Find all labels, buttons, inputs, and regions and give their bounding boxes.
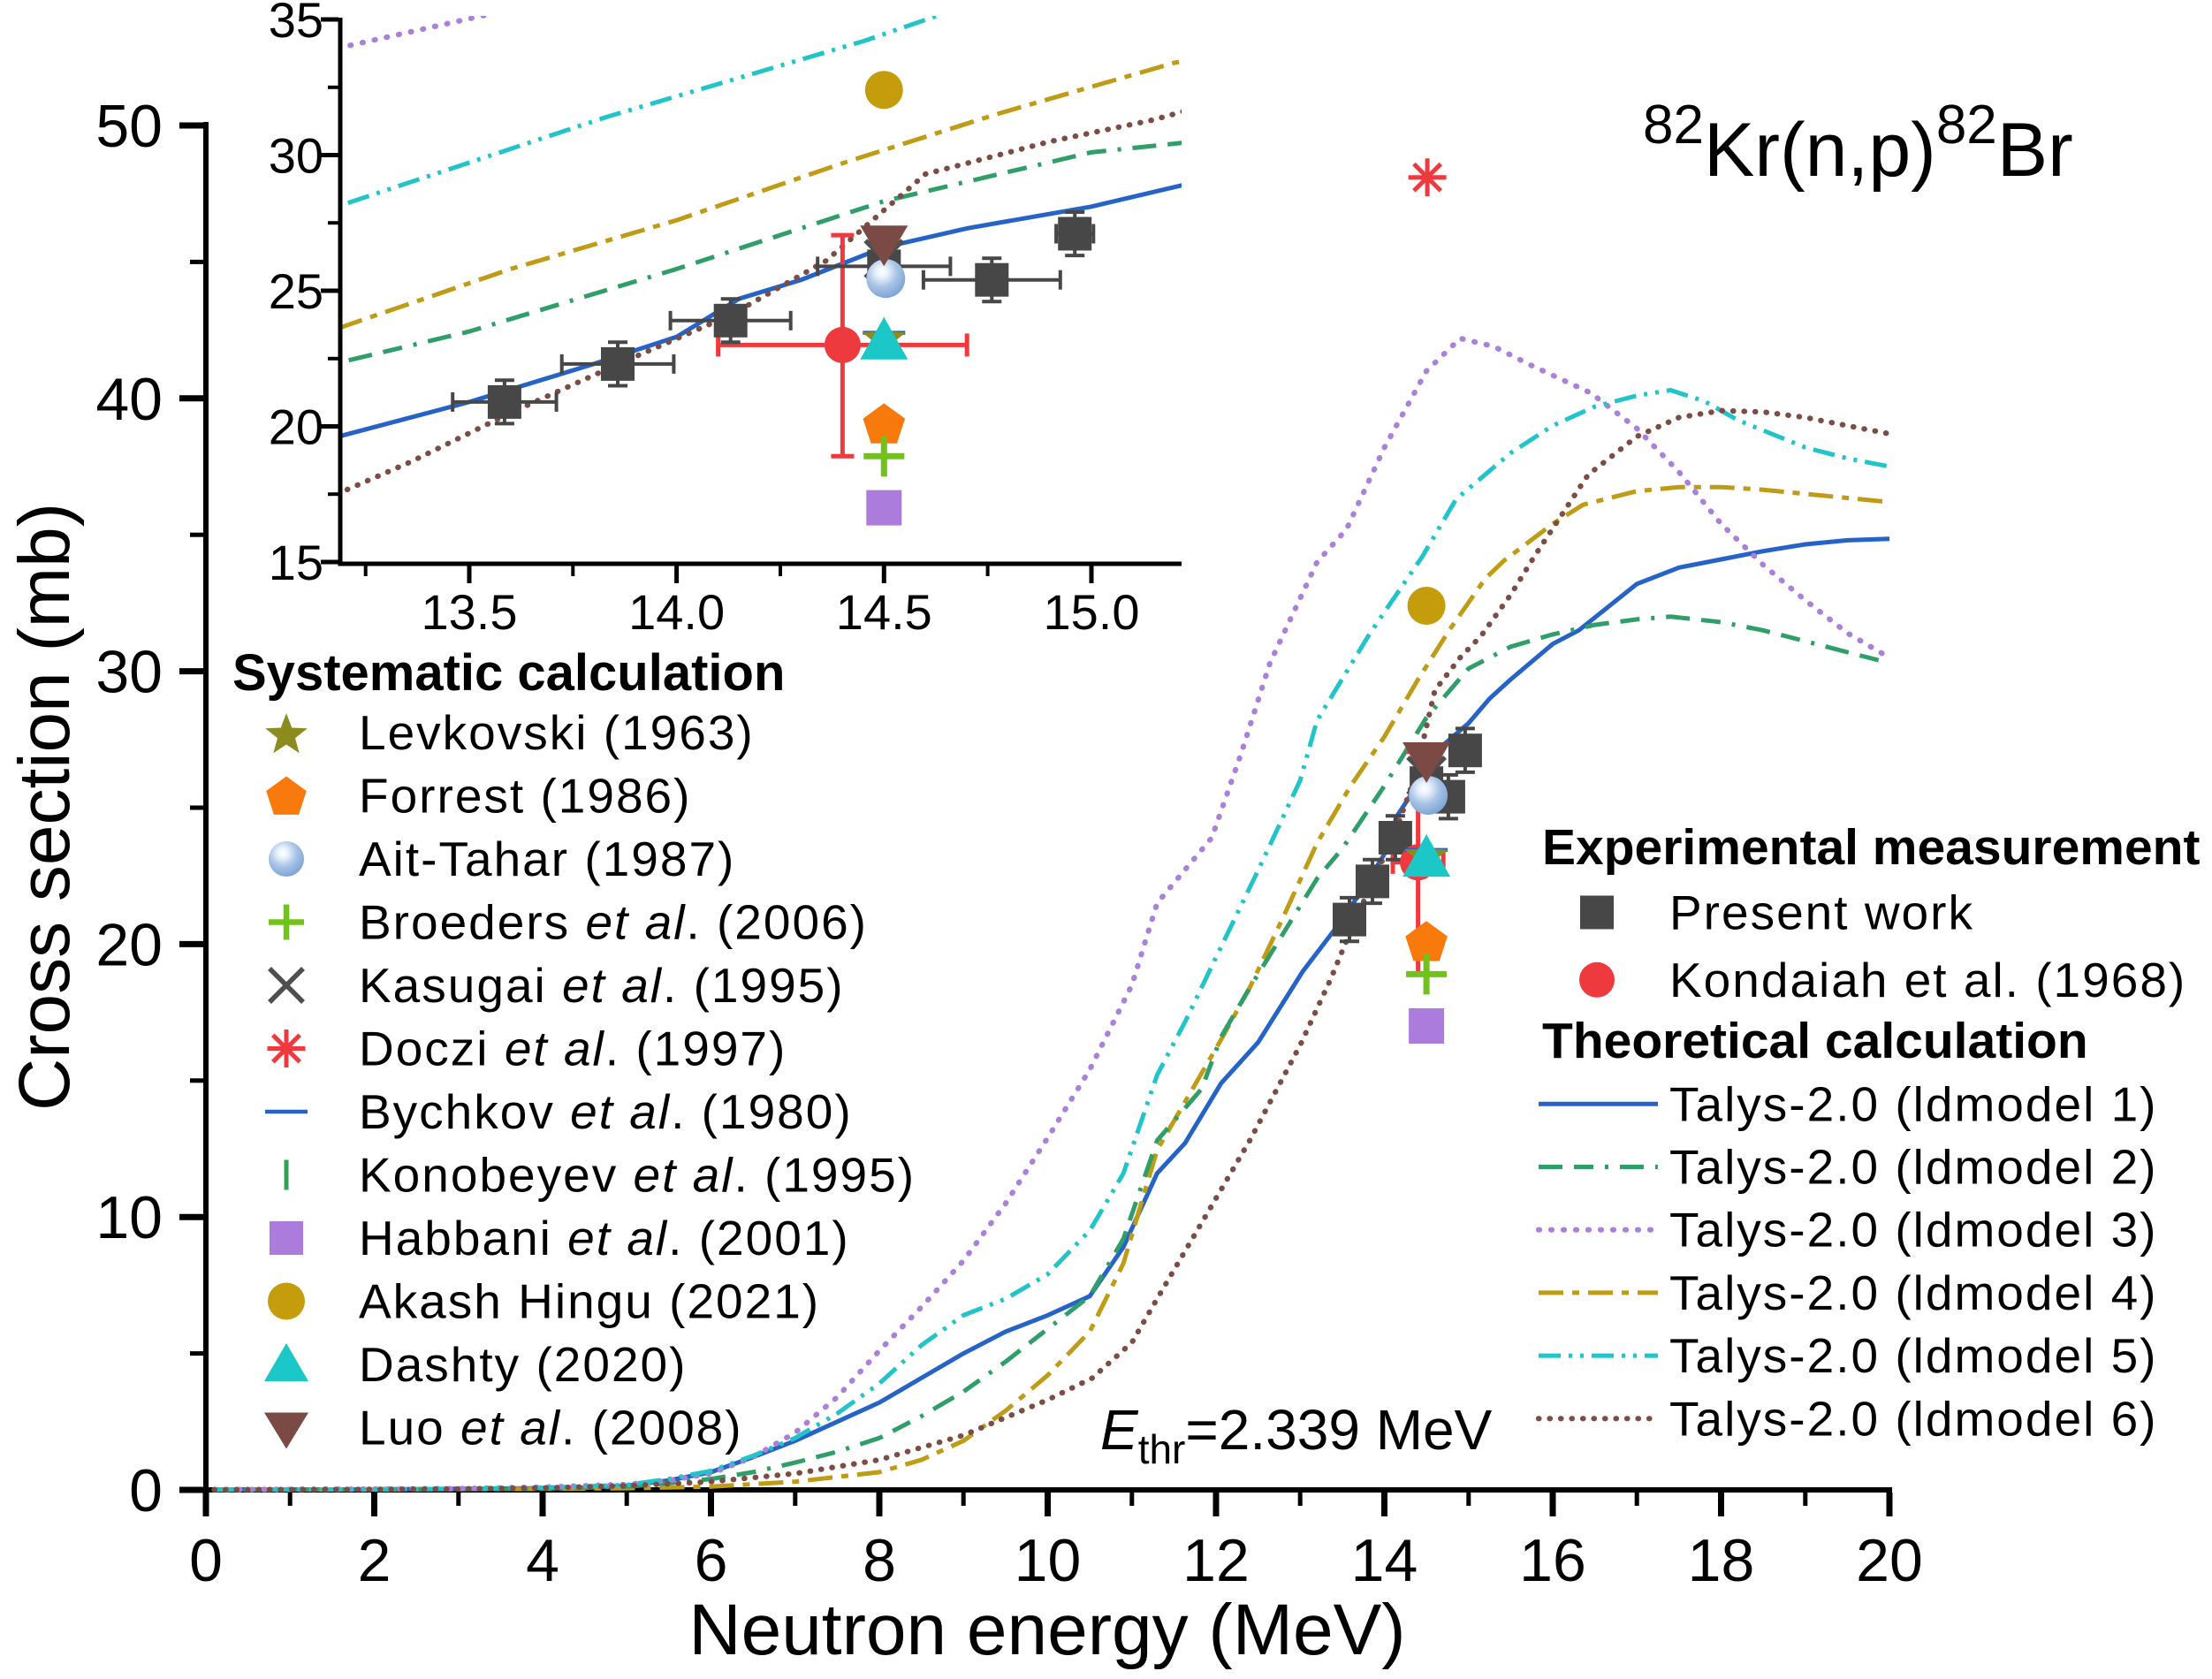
svg-text:Forrest (1986): Forrest (1986) bbox=[359, 769, 691, 824]
svg-text:18: 18 bbox=[1688, 1527, 1755, 1594]
svg-text:Kasugai et al. (1995): Kasugai et al. (1995) bbox=[359, 958, 845, 1013]
svg-text:Talys-2.0 (ldmodel 2): Talys-2.0 (ldmodel 2) bbox=[1669, 1140, 2157, 1195]
svg-text:Habbani et al. (2001): Habbani et al. (2001) bbox=[359, 1211, 850, 1265]
svg-text:14: 14 bbox=[1351, 1527, 1418, 1594]
svg-text:6: 6 bbox=[695, 1527, 728, 1594]
svg-text:Kondaiah et al. (1968): Kondaiah et al. (1968) bbox=[1669, 953, 2186, 1007]
svg-text:0: 0 bbox=[189, 1527, 223, 1594]
svg-text:30: 30 bbox=[269, 128, 323, 184]
svg-text:10: 10 bbox=[1015, 1527, 1082, 1594]
svg-text:20: 20 bbox=[95, 911, 163, 978]
svg-text:0: 0 bbox=[129, 1457, 163, 1524]
svg-text:14.0: 14.0 bbox=[628, 584, 725, 640]
svg-text:2: 2 bbox=[358, 1527, 391, 1594]
svg-text:Talys-2.0 (ldmodel 1): Talys-2.0 (ldmodel 1) bbox=[1669, 1076, 2157, 1131]
svg-text:Talys-2.0 (ldmodel 4): Talys-2.0 (ldmodel 4) bbox=[1669, 1265, 2157, 1320]
svg-text:Theoretical calculation: Theoretical calculation bbox=[1542, 1013, 2088, 1069]
svg-text:50: 50 bbox=[95, 93, 163, 160]
svg-text:Talys-2.0 (ldmodel 3): Talys-2.0 (ldmodel 3) bbox=[1669, 1203, 2157, 1257]
svg-text:4: 4 bbox=[526, 1527, 559, 1594]
svg-text:Konobeyev et al. (1995): Konobeyev et al. (1995) bbox=[359, 1148, 916, 1203]
svg-text:16: 16 bbox=[1519, 1527, 1586, 1594]
svg-text:Ethr=2.339 MeV: Ethr=2.339 MeV bbox=[1100, 1398, 1493, 1472]
svg-text:Cross section (mb): Cross section (mb) bbox=[4, 503, 85, 1111]
svg-text:8: 8 bbox=[863, 1527, 896, 1594]
svg-text:Doczi et al. (1997): Doczi et al. (1997) bbox=[359, 1022, 787, 1076]
svg-text:Akash Hingu (2021): Akash Hingu (2021) bbox=[359, 1274, 820, 1329]
svg-text:20: 20 bbox=[269, 399, 323, 455]
svg-text:20: 20 bbox=[1856, 1527, 1923, 1594]
svg-text:Ait-Tahar (1987): Ait-Tahar (1987) bbox=[359, 832, 735, 886]
svg-text:Experimental measurement: Experimental measurement bbox=[1542, 819, 2200, 876]
svg-text:Luo et al. (2008): Luo et al. (2008) bbox=[359, 1401, 743, 1455]
svg-text:Levkovski (1963): Levkovski (1963) bbox=[359, 705, 755, 760]
svg-text:Neutron energy (MeV): Neutron energy (MeV) bbox=[688, 1590, 1405, 1670]
svg-text:82Kr(n,p)82Br: 82Kr(n,p)82Br bbox=[1643, 95, 2073, 193]
svg-text:13.5: 13.5 bbox=[422, 584, 518, 640]
svg-text:10: 10 bbox=[95, 1184, 163, 1251]
svg-text:12: 12 bbox=[1182, 1527, 1250, 1594]
svg-text:Present work: Present work bbox=[1669, 885, 1974, 940]
svg-text:15.0: 15.0 bbox=[1044, 584, 1140, 640]
svg-text:25: 25 bbox=[269, 263, 323, 319]
svg-text:35: 35 bbox=[269, 0, 323, 48]
svg-text:Talys-2.0 (ldmodel 5): Talys-2.0 (ldmodel 5) bbox=[1669, 1328, 2157, 1383]
svg-text:Dashty (2020): Dashty (2020) bbox=[359, 1337, 687, 1392]
svg-text:Broeders et al. (2006): Broeders et al. (2006) bbox=[359, 895, 868, 950]
svg-text:15: 15 bbox=[269, 535, 323, 590]
svg-text:40: 40 bbox=[95, 366, 163, 433]
svg-text:Systematic calculation: Systematic calculation bbox=[232, 644, 785, 702]
svg-text:Bychkov et al. (1980): Bychkov et al. (1980) bbox=[359, 1084, 853, 1139]
svg-text:30: 30 bbox=[95, 639, 163, 706]
svg-text:Talys-2.0 (ldmodel 6): Talys-2.0 (ldmodel 6) bbox=[1669, 1391, 2157, 1446]
svg-text:14.5: 14.5 bbox=[836, 584, 932, 640]
